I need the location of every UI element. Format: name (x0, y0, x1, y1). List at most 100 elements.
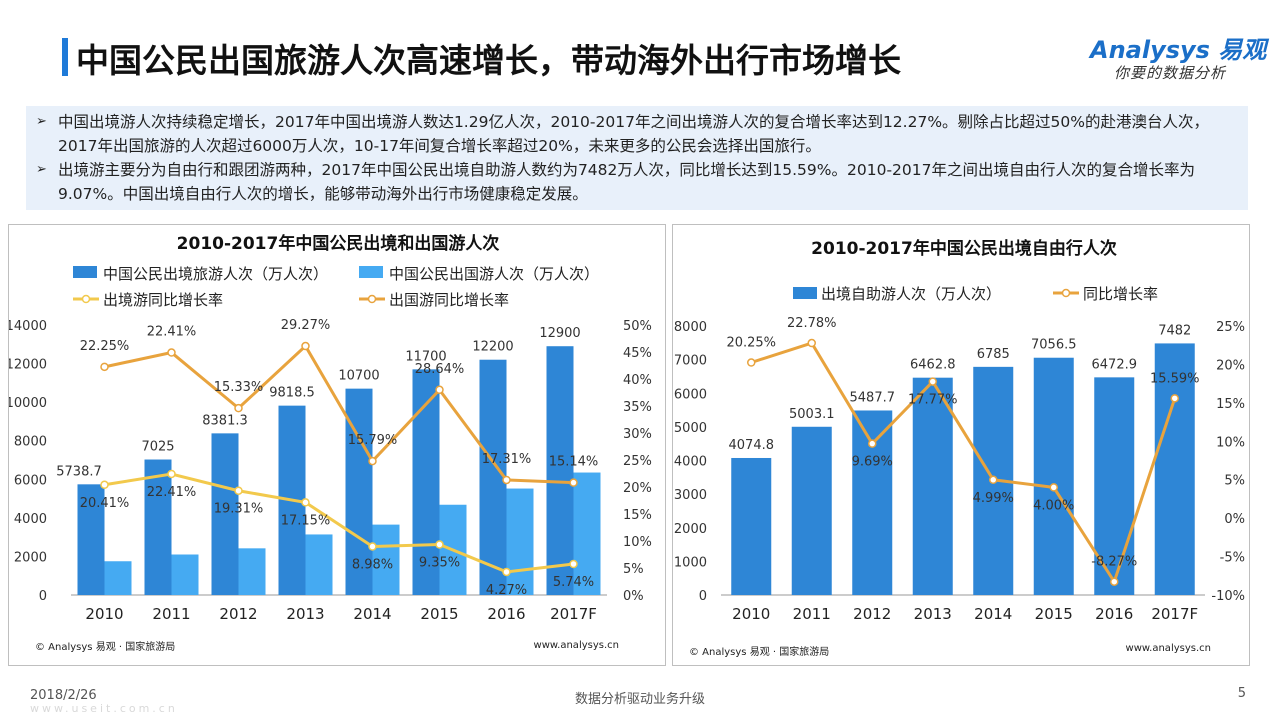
line-value-label: 28.64% (415, 362, 465, 377)
line-point (747, 358, 756, 367)
line-point (301, 498, 310, 507)
line-point (1110, 577, 1119, 586)
y-tick-label: 10000 (9, 396, 47, 411)
line-value-label: 15.14% (549, 455, 599, 470)
line-value-label: 4.99% (973, 491, 1014, 506)
bar-abroad-2011 (171, 554, 199, 595)
bar-self-guided-2017F (1154, 343, 1195, 595)
x-tick-label: 2012 (219, 605, 257, 623)
line-point (1049, 483, 1058, 492)
page-number: 5 (1237, 686, 1246, 701)
line-value-label: 22.41% (147, 325, 197, 340)
bar-self-guided-2011 (791, 426, 832, 595)
line-value-label: 17.77% (908, 393, 958, 408)
line-value-label: 17.31% (482, 452, 532, 467)
y-tick-label: 3000 (674, 488, 707, 503)
bar-value-label: 7482 (1158, 323, 1191, 338)
footer-date: 2018/2/26 (30, 688, 97, 703)
legend-label: 同比增长率 (1083, 285, 1158, 303)
bar-outbound-2011 (144, 459, 172, 595)
y2-tick-label: -10% (1211, 589, 1245, 604)
x-tick-label: 2017F (1151, 605, 1198, 623)
y2-tick-label: 40% (623, 373, 652, 388)
page-title: 中国公民出国旅游人次高速增长，带动海外出行市场增长 (76, 41, 901, 80)
line-point (368, 456, 377, 466)
bar-value-label: 5003.1 (789, 407, 835, 422)
line-value-label: 8.98% (352, 558, 393, 573)
bar-outbound-2012 (211, 433, 239, 595)
line-value-label: 4.27% (486, 583, 527, 598)
summary-bullet: ➢ 出境游主要分为自由行和跟团游两种，2017年中国公民出境自助游人数约为748… (36, 158, 1240, 206)
bar-value-label: 12200 (472, 340, 513, 355)
bar-value-label: 6785 (977, 347, 1010, 362)
y2-tick-label: 10% (623, 535, 652, 550)
x-tick-label: 2014 (353, 605, 391, 623)
line-point (167, 469, 176, 479)
y-tick-label: 8000 (14, 435, 47, 450)
chart-panel-self-guided: 2010-2017年中国公民出境自由行人次 出境自助游人次（万人次） 同比增长率 0 1… (672, 224, 1250, 666)
y-tick-label: 1000 (674, 555, 707, 570)
bar-outbound-2015 (412, 369, 440, 595)
legend-swatch (73, 266, 97, 278)
bar-outbound-2017F (546, 346, 574, 595)
y2-tick-label: 20% (623, 481, 652, 496)
line-value-label: 22.25% (80, 339, 130, 354)
line-point (868, 439, 877, 448)
line-value-label: 17.15% (281, 513, 331, 528)
chart-title: 2010-2017年中国公民出境和出国游人次 (177, 233, 500, 254)
y2-tick-label: 5% (1224, 474, 1245, 489)
y-tick-label: 7000 (674, 354, 707, 369)
line-value-label: 15.33% (214, 380, 264, 395)
legend-label: 出境自助游人次（万人次） (821, 285, 1001, 303)
line-point (167, 348, 176, 357)
line-point (502, 475, 511, 485)
y2-tick-label: -5% (1220, 551, 1245, 566)
bar-self-guided-2010 (731, 457, 772, 595)
y-tick-label: 2000 (14, 550, 47, 565)
arrow-bullet-icon: ➢ (36, 162, 47, 177)
bar-abroad-2017F (573, 472, 601, 595)
y-tick-label: 2000 (674, 522, 707, 537)
x-tick-label: 2013 (914, 605, 952, 623)
x-tick-label: 2011 (152, 605, 190, 623)
line-series-2 (104, 472, 574, 574)
x-tick-label: 2013 (286, 605, 324, 623)
x-tick-label: 2017F (550, 605, 597, 623)
y2-tick-label: 0% (623, 589, 644, 604)
legend-swatch (793, 287, 817, 299)
legend-marker (1061, 288, 1071, 298)
bar-value-label: 8381.3 (202, 413, 248, 428)
line-value-label: 5.74% (553, 575, 594, 590)
line-value-label: 15.59% (1150, 371, 1200, 386)
y2-tick-label: 45% (623, 346, 652, 361)
line-point (807, 338, 816, 348)
y2-tick-label: 0% (1224, 512, 1245, 527)
chart-source: © Analysys 易观 · 国家旅游局 (35, 640, 175, 653)
y2-tick-label: 15% (1216, 397, 1245, 412)
line-value-label: 29.27% (281, 318, 331, 333)
bar-value-label: 6462.8 (910, 358, 956, 373)
bar-abroad-2014 (372, 524, 400, 595)
y2-tick-label: 10% (1216, 435, 1245, 450)
bar-abroad-2013 (305, 534, 333, 595)
line-point (368, 542, 377, 551)
line-value-label: 15.79% (348, 433, 398, 448)
arrow-bullet-icon: ➢ (36, 114, 47, 129)
chart-title: 2010-2017年中国公民出境自由行人次 (811, 238, 1117, 259)
line-point (100, 480, 109, 490)
chart-source: © Analysys 易观 · 国家旅游局 (689, 645, 829, 658)
legend-marker (81, 294, 91, 304)
legend-label: 出国游同比增长率 (389, 291, 509, 309)
bar-value-label: 9818.5 (269, 386, 315, 401)
bar-outbound-2010 (77, 484, 105, 595)
chart-site: www.analysys.cn (1126, 643, 1211, 654)
bar-value-label: 6472.9 (1092, 357, 1138, 372)
legend-label: 中国公民出国游人次（万人次） (389, 265, 599, 283)
bar-value-label: 12900 (539, 326, 580, 341)
bar-value-label: 11700 (405, 349, 446, 364)
bar-value-label: 5738.7 (56, 464, 102, 479)
summary-box: ➢ 中国出境游人次持续稳定增长，2017年中国出境游人数达1.29亿人次，201… (26, 106, 1248, 210)
line-point (928, 377, 937, 386)
y2-tick-label: 30% (623, 427, 652, 442)
